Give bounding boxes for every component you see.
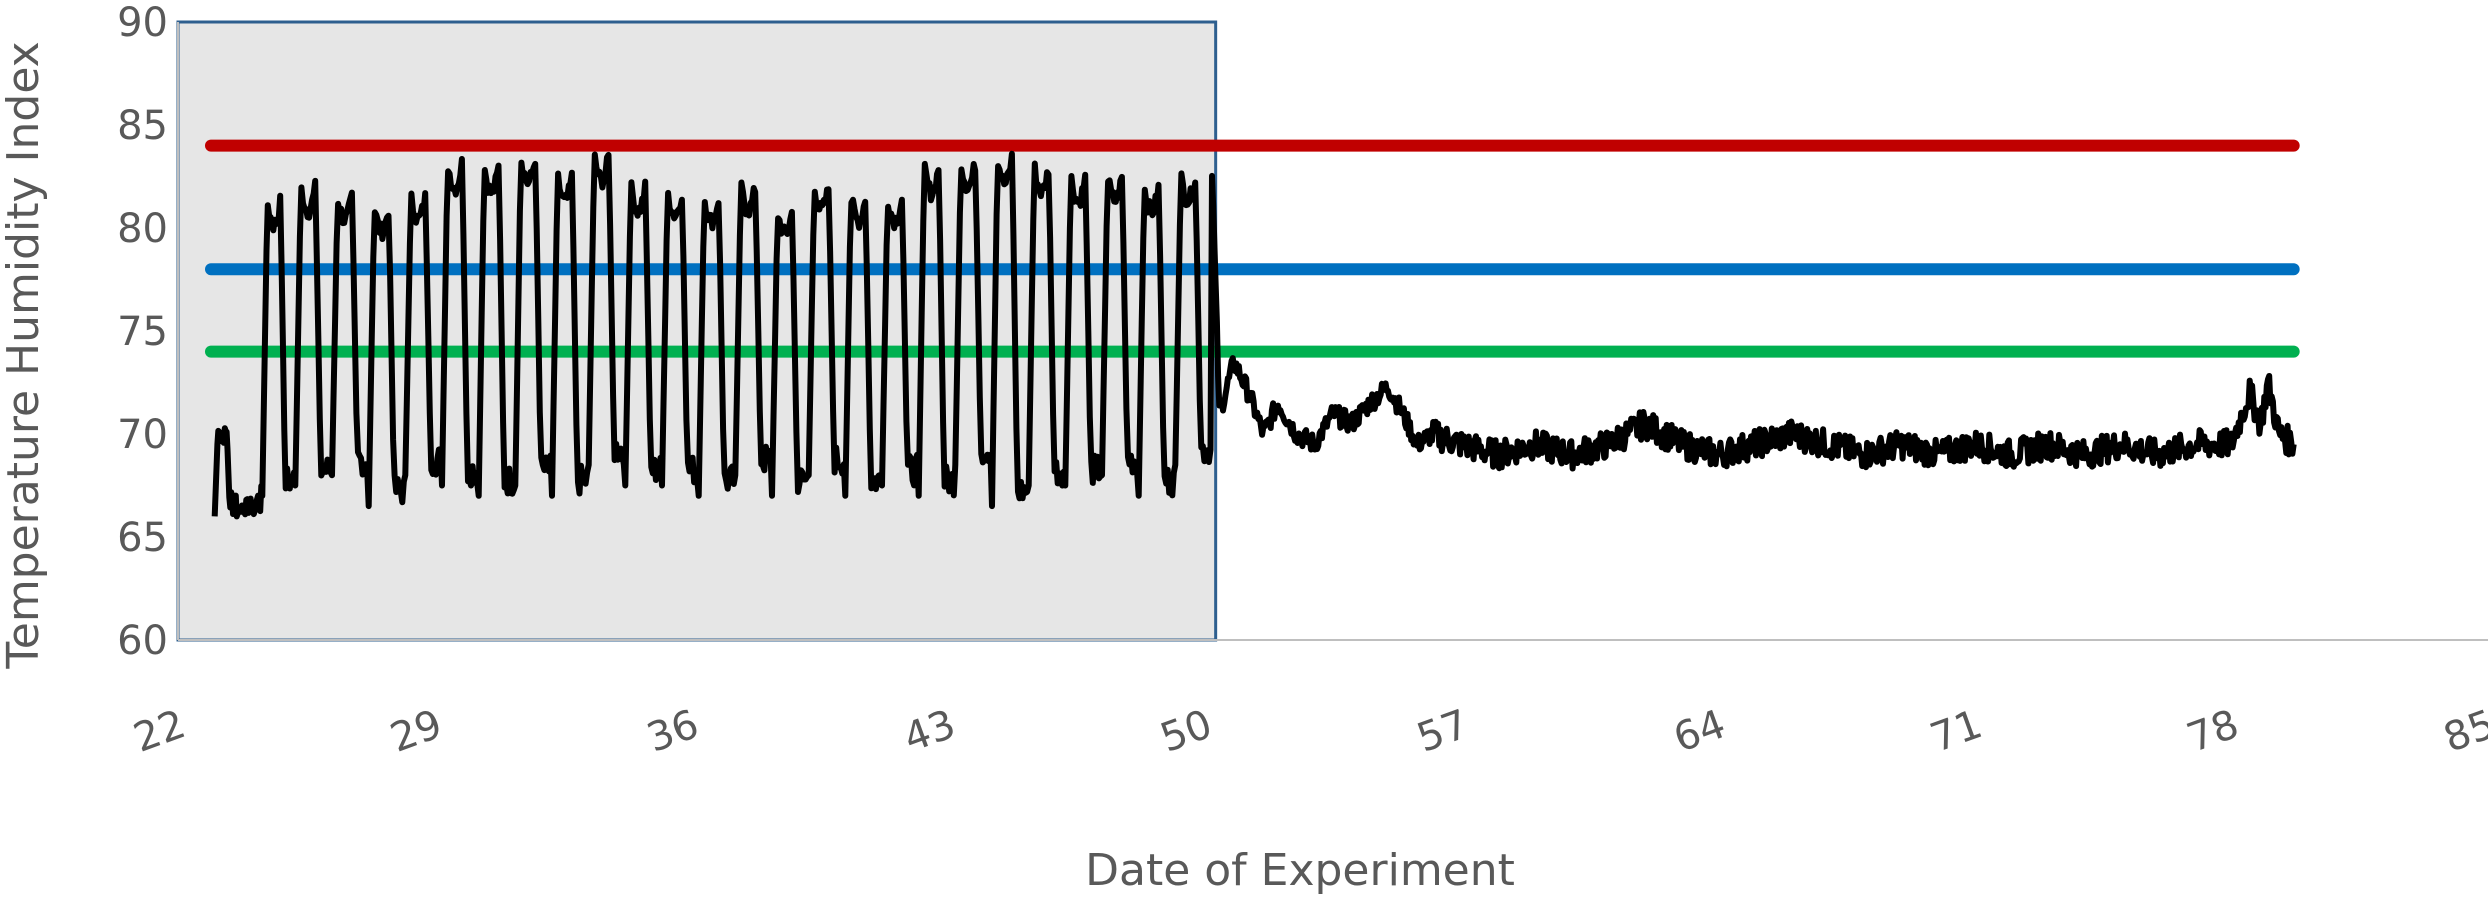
x-tick-label: 57 [1411,701,1475,762]
x-axis-title: Date of Experiment [1085,845,1515,896]
y-tick-label: 65 [117,515,168,561]
x-tick-label: 29 [385,701,449,762]
y-tick-label: 85 [117,103,168,149]
x-tick-label: 64 [1668,701,1732,762]
y-tick-label: 90 [117,0,168,46]
y-tick-label: 60 [117,618,168,664]
x-tick-label: 50 [1155,701,1219,762]
y-tick-label: 80 [117,206,168,252]
y-tick-label: 75 [117,309,168,355]
x-tick-label: 85 [2438,701,2488,762]
thi-series-line [211,150,2297,520]
x-tick-label: 22 [128,701,192,762]
x-tick-label: 43 [898,701,962,762]
x-tick-label: 78 [2181,701,2245,762]
y-axis-title: Temperature Humidity Index [0,41,49,669]
shaded-region [176,20,1218,642]
x-tick-label: 71 [1925,701,1989,762]
x-tick-label: 36 [641,701,705,762]
y-tick-label: 70 [117,412,168,458]
